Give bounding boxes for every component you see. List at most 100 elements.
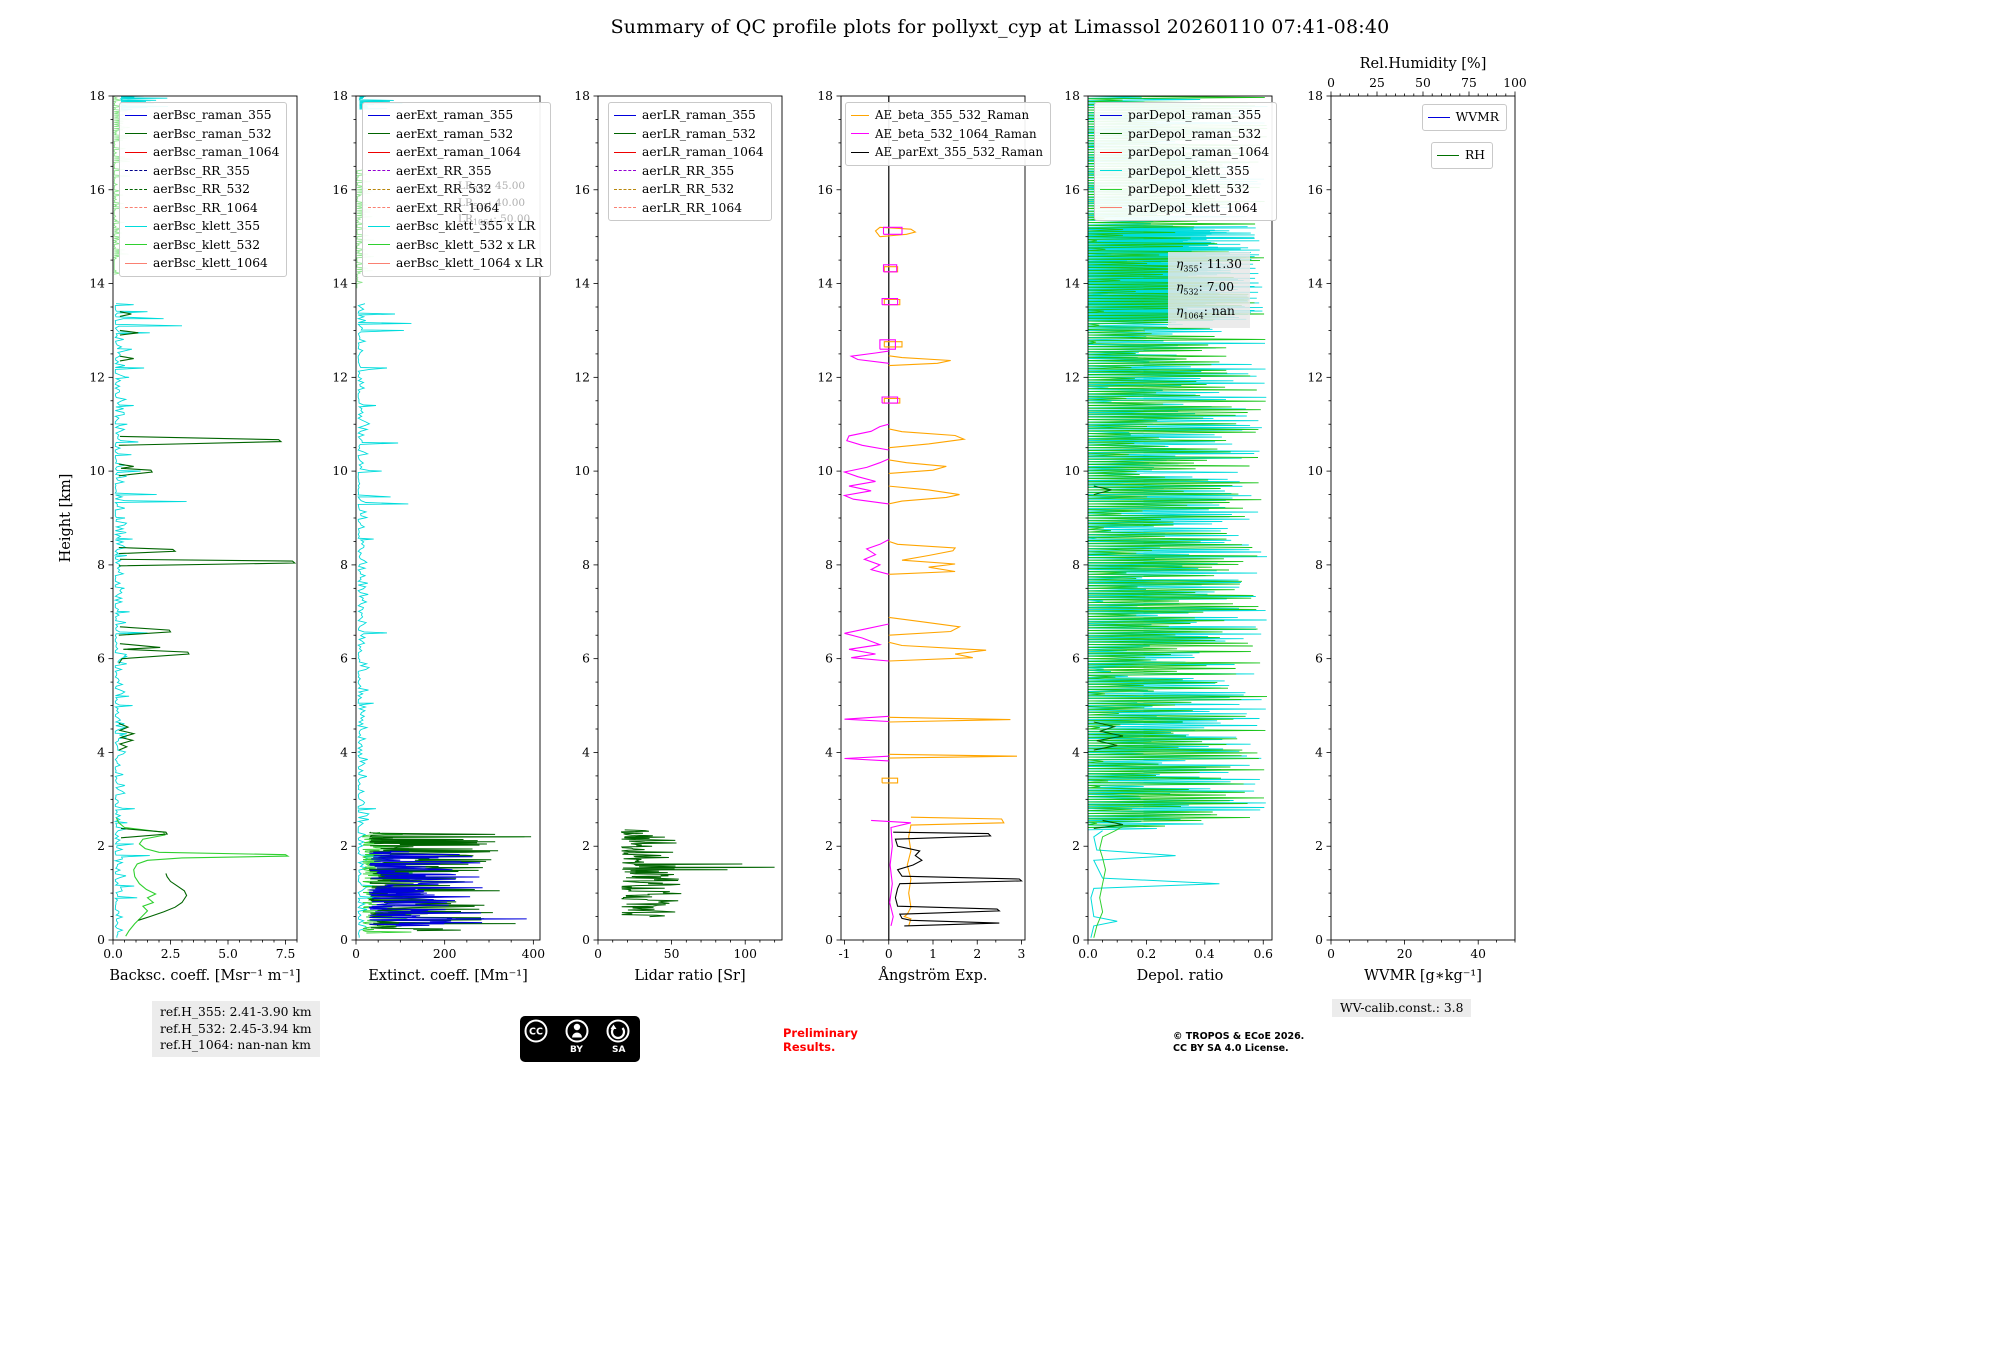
svg-text:0: 0 (1327, 76, 1335, 90)
x-axis-label-angstroem: Ångström Exp. (877, 966, 987, 984)
svg-text:200: 200 (433, 947, 456, 961)
legend-item-aerBsc_klett_1064: aerBsc_klett_1064 (125, 254, 279, 273)
svg-text:10: 10 (332, 464, 348, 478)
svg-text:0: 0 (1327, 947, 1335, 961)
legend-line-sample (851, 133, 869, 135)
panel-backscatter: 0.0 2.5 5.0 7.5 0 2 4 6 8 10 12 14 16 18 Backsc. coeff… (89, 89, 300, 984)
svg-text:8: 8 (1315, 558, 1323, 572)
series-parDepol_klett_355 (1090, 830, 1220, 938)
legend-line-sample (125, 244, 147, 246)
legend-line-sample (1427, 116, 1450, 118)
legend-item-WVMR: WVMR (1427, 108, 1499, 127)
svg-text:400: 400 (522, 947, 545, 961)
legend-line-sample (368, 114, 390, 116)
depol-eta-annotation: η355: 11.30 η532: 7.00 η1064: nan (1168, 252, 1250, 329)
legend-line-sample (368, 188, 390, 190)
legend-label: aerExt_raman_532 (396, 126, 514, 141)
ticks-lidar-ratio (593, 95, 776, 945)
legend-line-sample (614, 188, 636, 190)
svg-text:18: 18 (332, 89, 348, 103)
svg-text:8: 8 (1072, 558, 1080, 572)
wv-calib-box: WV-calib.const.: 3.8 (1332, 999, 1472, 1017)
legend-line-sample (1100, 133, 1122, 135)
ticks-wvmr (1326, 91, 1516, 945)
svg-text:50: 50 (664, 947, 680, 961)
svg-text:5.0: 5.0 (218, 947, 238, 961)
legend-line-sample (614, 133, 636, 135)
legend-item-aerBsc_RR_355: aerBsc_RR_355 (125, 162, 279, 181)
ticks-extinction (351, 95, 534, 945)
svg-text:12: 12 (574, 370, 590, 384)
svg-text:4: 4 (340, 745, 348, 759)
legend-line-sample (368, 133, 390, 135)
series-parDepol_raman_532 (1093, 485, 1124, 829)
tick-labels-backscatter: 0.0 2.5 5.0 7.5 0 2 4 6 8 10 12 14 16 18 (89, 89, 295, 961)
ticks-backscatter (108, 95, 298, 945)
legend-item-aerBsc_klett_532 x LR: aerBsc_klett_532 x LR (368, 236, 543, 255)
legend-label: aerExt_raman_355 (396, 108, 514, 123)
legend-item-aerBsc_klett_532: aerBsc_klett_532 (125, 236, 279, 255)
svg-text:8: 8 (582, 558, 590, 572)
legend-item-aerLR_raman_1064: aerLR_raman_1064 (614, 143, 764, 162)
legend-line-sample (125, 133, 147, 135)
cc-badge-icons: CC (524, 1019, 630, 1043)
svg-text:18: 18 (1064, 89, 1080, 103)
svg-text:20: 20 (1397, 947, 1413, 961)
tick-labels-extinction: 0 200 400 0 2 4 6 8 10 12 14 16 18 (332, 89, 545, 961)
legend-label: parDepol_klett_1064 (1128, 200, 1258, 215)
legend-line-sample (125, 151, 147, 153)
legend-line-sample (1100, 170, 1122, 172)
legend-label: aerExt_RR_1064 (396, 200, 500, 215)
eta-1064-line: η1064: nan (1176, 303, 1235, 321)
svg-text:0: 0 (825, 933, 833, 947)
svg-text:16: 16 (89, 183, 105, 197)
svg-text:10: 10 (817, 464, 833, 478)
legend-item-parDepol_klett_355: parDepol_klett_355 (1100, 162, 1269, 181)
legend-item-parDepol_raman_355: parDepol_raman_355 (1100, 106, 1269, 125)
legend-label: parDepol_raman_1064 (1128, 145, 1270, 160)
cc-license-badge: CC BY SA (520, 1016, 640, 1062)
svg-text:4: 4 (582, 745, 590, 759)
svg-text:8: 8 (97, 558, 105, 572)
legend-label: aerLR_RR_355 (642, 163, 735, 178)
series-aerBsc_klett_355 (113, 303, 187, 938)
legend-label: aerExt_RR_355 (396, 163, 492, 178)
svg-text:4: 4 (1315, 745, 1323, 759)
top-axis-label: Rel.Humidity [%] (1360, 56, 1487, 72)
svg-text:0: 0 (885, 947, 893, 961)
legend-line-sample (614, 170, 636, 172)
svg-text:6: 6 (825, 652, 833, 666)
legend-label: aerBsc_raman_532 (153, 126, 272, 141)
legend-line-sample (368, 244, 390, 246)
legend-item-parDepol_klett_532: parDepol_klett_532 (1100, 180, 1269, 199)
svg-text:2: 2 (97, 839, 105, 853)
svg-text:18: 18 (817, 89, 833, 103)
legend-extinction: aerExt_raman_355 aerExt_raman_532 aerExt_r… (362, 102, 552, 277)
svg-text:2: 2 (340, 839, 348, 853)
copyright-note: © TROPOS & ECoE 2026. CC BY SA 4.0 Licen… (1173, 1031, 1305, 1054)
legend-item-parDepol_raman_532: parDepol_raman_532 (1100, 125, 1269, 144)
svg-text:4: 4 (97, 745, 105, 759)
legend-label: parDepol_klett_532 (1128, 182, 1250, 197)
legend-label: aerLR_raman_1064 (642, 145, 764, 160)
ref-height-532: ref.H_532: 2.45-3.94 km (160, 1021, 312, 1036)
legend-wvmr-1: RH (1431, 142, 1493, 169)
legend-label: aerLR_raman_532 (642, 126, 756, 141)
preliminary-note: Preliminary Results. (783, 1026, 858, 1054)
svg-text:8: 8 (825, 558, 833, 572)
svg-text:16: 16 (332, 183, 348, 197)
legend-label: aerBsc_klett_355 x LR (396, 219, 536, 234)
svg-text:1: 1 (929, 947, 937, 961)
legend-line-sample (368, 207, 390, 209)
legend-item-aerLR_RR_1064: aerLR_RR_1064 (614, 199, 764, 218)
svg-text:12: 12 (1307, 370, 1323, 384)
legend-label: aerExt_raman_1064 (396, 145, 522, 160)
svg-text:2: 2 (1315, 839, 1323, 853)
legend-label: AE_beta_355_532_Raman (875, 108, 1030, 123)
legend-label: WVMR (1455, 110, 1499, 125)
legend-label: aerBsc_klett_1064 x LR (396, 256, 544, 271)
legend-label: aerLR_RR_532 (642, 182, 735, 197)
svg-text:0: 0 (594, 947, 602, 961)
legend-label: aerBsc_klett_355 (153, 219, 261, 234)
